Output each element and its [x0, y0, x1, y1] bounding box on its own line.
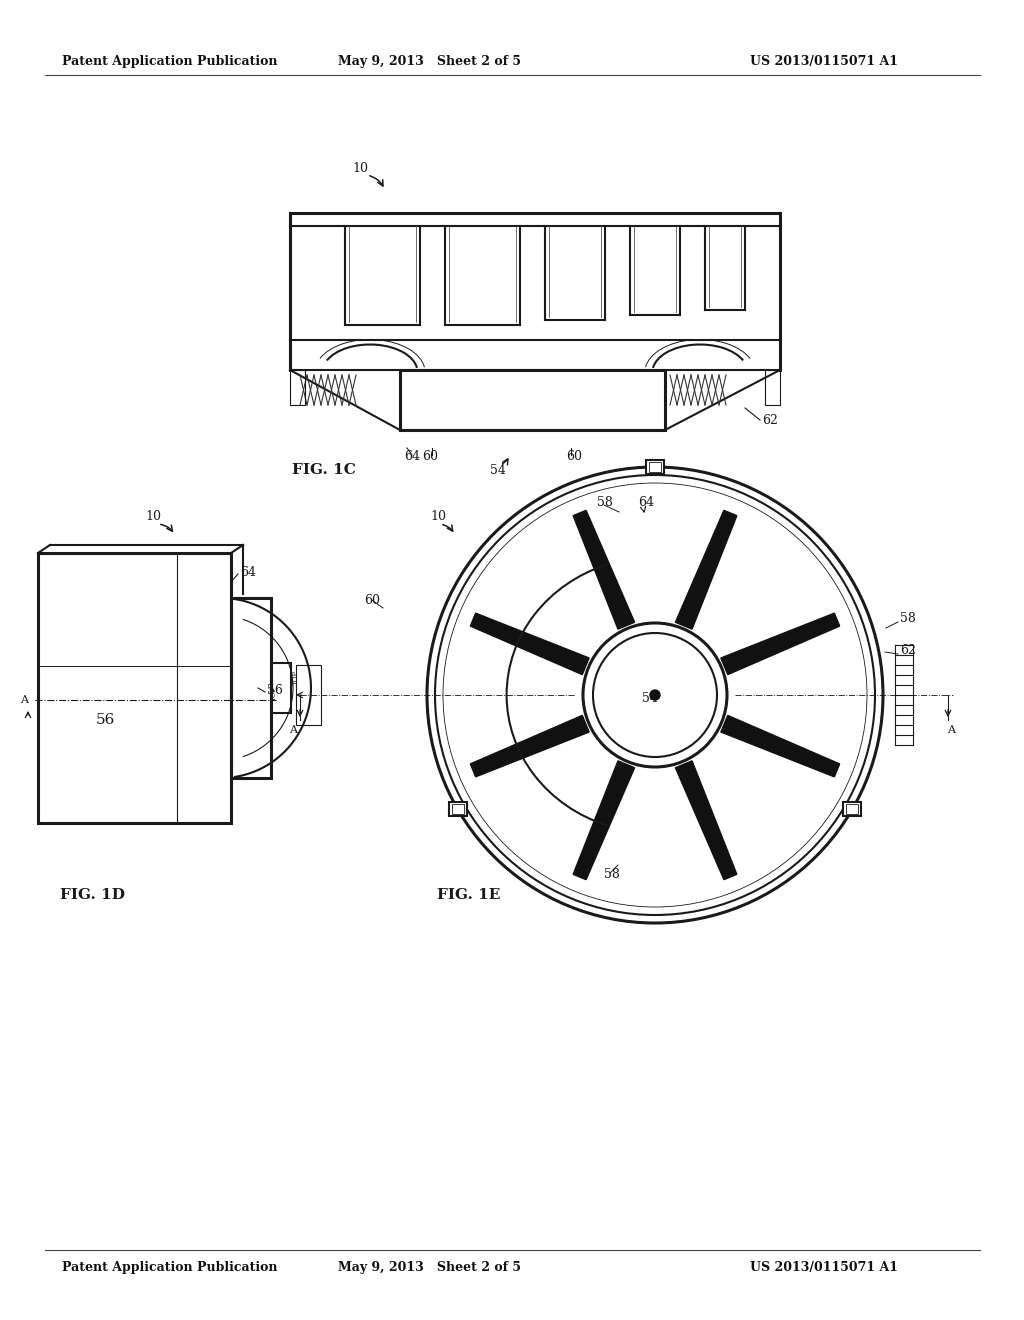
Text: 58: 58 — [604, 869, 620, 882]
Text: 62: 62 — [762, 413, 778, 426]
Text: 10: 10 — [145, 510, 161, 523]
Text: 56: 56 — [267, 684, 283, 697]
Bar — [38, 553, 231, 822]
Text: 64: 64 — [638, 496, 654, 510]
Text: 10: 10 — [352, 161, 368, 174]
Text: A: A — [947, 725, 955, 735]
Text: FIG. 1D: FIG. 1D — [60, 888, 125, 902]
Text: 56: 56 — [95, 713, 115, 727]
Polygon shape — [676, 760, 737, 879]
Text: 58: 58 — [597, 496, 613, 510]
Polygon shape — [721, 614, 840, 675]
Polygon shape — [470, 715, 589, 777]
Bar — [231, 598, 271, 777]
Text: May 9, 2013   Sheet 2 of 5: May 9, 2013 Sheet 2 of 5 — [339, 1262, 521, 1275]
Polygon shape — [470, 614, 589, 675]
Text: TOP: TOP — [292, 669, 300, 685]
Text: Patent Application Publication: Patent Application Publication — [62, 1262, 278, 1275]
Text: A: A — [20, 696, 28, 705]
Text: 10: 10 — [430, 510, 446, 523]
Text: 54: 54 — [642, 692, 658, 705]
Bar — [765, 370, 780, 405]
Circle shape — [594, 634, 716, 756]
Bar — [452, 804, 464, 814]
Bar — [290, 370, 305, 405]
Text: 64: 64 — [404, 450, 420, 463]
Text: 54: 54 — [490, 463, 506, 477]
Text: 60: 60 — [364, 594, 380, 606]
Bar — [449, 803, 467, 816]
Bar — [646, 459, 664, 474]
Bar — [400, 370, 665, 430]
Text: May 9, 2013   Sheet 2 of 5: May 9, 2013 Sheet 2 of 5 — [339, 55, 521, 69]
Bar — [844, 803, 861, 816]
Polygon shape — [721, 715, 840, 777]
Bar — [847, 804, 858, 814]
Text: FIG. 1E: FIG. 1E — [437, 888, 501, 902]
Bar — [271, 663, 291, 713]
Text: TOP: TOP — [270, 685, 278, 701]
Text: FIG. 1C: FIG. 1C — [292, 463, 356, 477]
Text: 60: 60 — [422, 450, 438, 463]
Circle shape — [650, 690, 660, 700]
Text: 64: 64 — [240, 565, 256, 578]
Polygon shape — [573, 760, 635, 879]
Polygon shape — [676, 511, 737, 630]
Text: Patent Application Publication: Patent Application Publication — [62, 55, 278, 69]
Text: 58: 58 — [900, 611, 915, 624]
Text: 60: 60 — [566, 450, 582, 463]
Text: US 2013/0115071 A1: US 2013/0115071 A1 — [750, 55, 898, 69]
Text: US 2013/0115071 A1: US 2013/0115071 A1 — [750, 1262, 898, 1275]
Text: A: A — [289, 725, 297, 735]
Bar — [296, 665, 321, 725]
Bar — [649, 462, 662, 473]
Polygon shape — [573, 511, 635, 630]
Text: 62: 62 — [900, 644, 915, 656]
